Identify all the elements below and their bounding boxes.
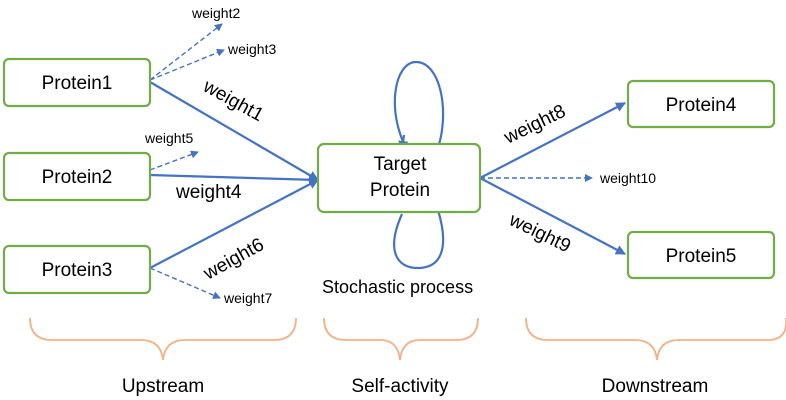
self-loop-arrow	[393, 60, 445, 270]
brace-self-activity	[323, 317, 479, 361]
edge-protein1-to-target	[149, 81, 319, 181]
edge-protein1-weight3	[149, 48, 225, 81]
edge-label-weight7: weight7	[223, 290, 272, 306]
edge-label-weight9: weight9	[505, 209, 574, 257]
node-protein4-label: Protein4	[666, 95, 737, 116]
node-protein3: Protein3	[2, 244, 152, 295]
node-target-label-line1: Target	[374, 154, 428, 175]
node-target-protein: Target Protein	[316, 142, 482, 214]
node-protein1-label: Protein1	[42, 73, 113, 94]
group-label-self-activity: Self-activity	[351, 376, 449, 397]
self-loop-label: Stochastic process	[322, 277, 473, 297]
edge-protein1-weight2	[149, 23, 223, 81]
node-protein5-label: Protein5	[666, 246, 737, 267]
node-protein4: Protein4	[626, 79, 776, 129]
edge-label-weight4: weight4	[175, 182, 242, 203]
edge-protein2-to-target	[149, 173, 319, 185]
group-label-upstream: Upstream	[122, 376, 204, 397]
node-target-label-line2: Protein	[370, 180, 430, 201]
node-protein3-label: Protein3	[42, 260, 113, 281]
edge-label-weight1: weight1	[199, 76, 267, 127]
edge-label-weight8: weight8	[500, 101, 569, 149]
edge-label-weight6: weight6	[199, 234, 267, 285]
edge-label-weight3: weight3	[227, 41, 276, 57]
edge-protein3-to-target	[149, 179, 319, 269]
edge-protein2-weight5	[149, 150, 199, 171]
edge-target-to-protein4	[479, 102, 626, 179]
edge-protein3-weight7	[149, 267, 221, 299]
brace-upstream	[29, 317, 297, 361]
edge-target-to-protein5	[479, 177, 626, 255]
node-protein1: Protein1	[2, 57, 152, 108]
node-protein5: Protein5	[626, 230, 776, 280]
edge-label-weight5: weight5	[144, 130, 193, 146]
node-protein2: Protein2	[2, 151, 152, 202]
group-label-downstream: Downstream	[602, 376, 709, 397]
brace-downstream	[525, 317, 786, 361]
edge-label-weight2: weight2	[191, 5, 240, 21]
edge-label-weight10: weight10	[599, 170, 656, 186]
node-protein2-label: Protein2	[42, 167, 113, 188]
